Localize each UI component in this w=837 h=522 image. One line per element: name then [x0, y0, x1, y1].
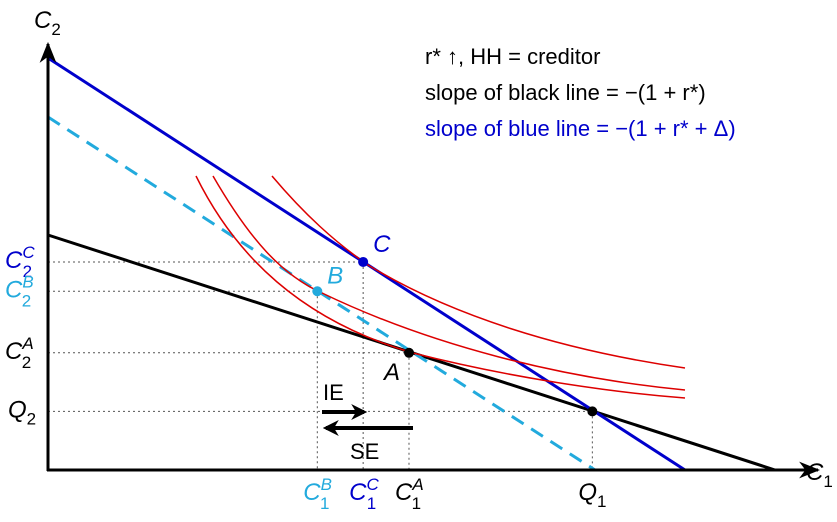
y-tick-label-b: CB 2 — [5, 272, 34, 310]
substitution-effect-label: SE — [350, 439, 379, 464]
x-tick-label-q: Q1 — [578, 479, 606, 511]
point-a — [403, 347, 414, 358]
y-axis-label: C2 — [34, 7, 61, 39]
income-effect-label: IE — [323, 380, 344, 405]
point-label-b: B — [327, 262, 343, 289]
indifference-curve-b — [212, 175, 686, 391]
indifference-curve-c — [271, 175, 686, 369]
point-b — [312, 286, 323, 297]
points-group — [312, 256, 598, 417]
point-q — [587, 406, 598, 417]
annotation-black-slope: slope of black line = −(1 + r*) — [425, 80, 706, 105]
annotation-blue-slope: slope of blue line = −(1 + r* + Δ) — [425, 116, 736, 141]
y-tick-label-c: CC 2 — [5, 243, 35, 281]
y-tick-label-q: Q2 — [8, 396, 36, 428]
y-tick-label-a: CA 2 — [5, 334, 34, 372]
x-tick-label-c: CC 1 — [349, 475, 379, 513]
x-tick-label-a: CA 1 — [395, 475, 424, 513]
x-axis-label: C1 — [806, 459, 833, 491]
indifference-curve-a — [195, 175, 686, 399]
annotation-rate-rise: r* ↑, HH = creditor — [425, 44, 600, 69]
x-tick-label-b: CB 1 — [303, 475, 332, 513]
point-label-a: A — [382, 359, 400, 386]
guide-lines — [48, 261, 593, 470]
labels-group: C2 C1 CC 2CB 2 CA 2 Q2 CB 1 CC 1 CA 1 Q1 A B C IE SE r* ↑, H… — [5, 7, 833, 513]
point-c — [358, 256, 369, 267]
point-label-c: C — [373, 231, 391, 258]
